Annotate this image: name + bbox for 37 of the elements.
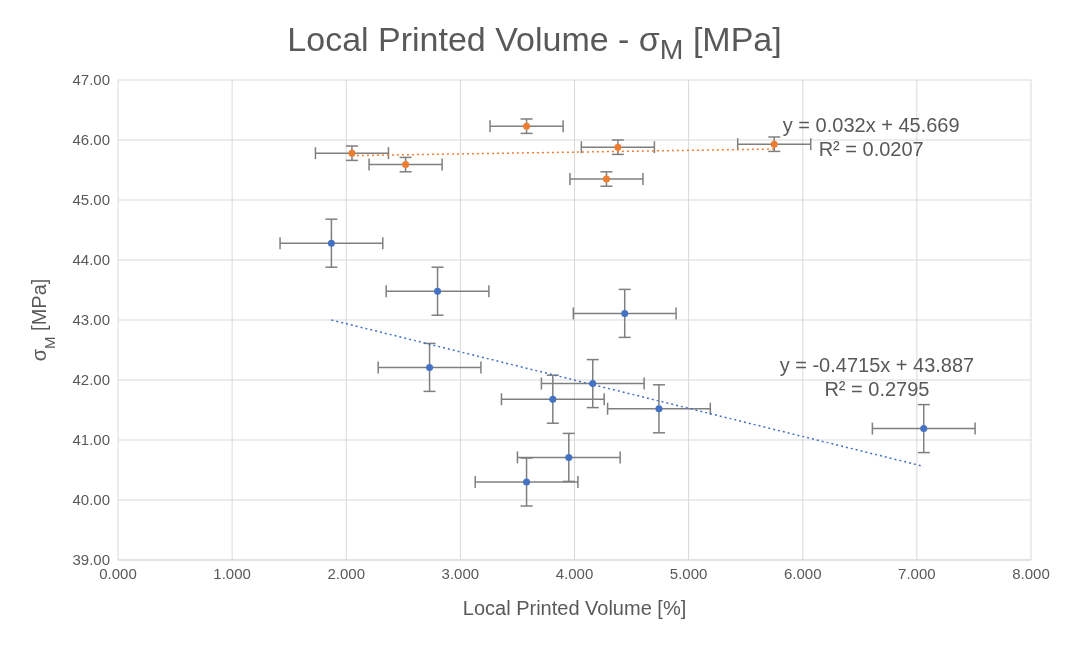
y-tick-label: 42.00 xyxy=(72,371,110,389)
x-tick-label: 2.000 xyxy=(327,564,366,582)
y-tick-label: 40.00 xyxy=(72,491,110,509)
point xyxy=(565,453,573,461)
x-tick-label: 5.000 xyxy=(669,564,708,582)
y-tick-label: 47.00 xyxy=(72,71,110,89)
point xyxy=(426,363,434,371)
point xyxy=(920,425,928,433)
x-tick-label: 4.000 xyxy=(555,564,594,582)
point xyxy=(402,161,410,169)
y-tick-label: 46.00 xyxy=(72,131,110,149)
x-axis-title: Local Printed Volume [%] xyxy=(462,597,687,619)
point xyxy=(655,405,663,413)
x-tick-label: 1.000 xyxy=(213,564,251,582)
chart-title: Local Printed Volume - σ$_{M}$ [MPa] xyxy=(286,19,783,67)
point xyxy=(621,309,629,317)
point xyxy=(523,478,531,486)
y-tick-label: 45.00 xyxy=(72,191,110,209)
point xyxy=(770,140,778,148)
point xyxy=(348,149,356,157)
annotation: R² = 0.2795 xyxy=(824,378,930,401)
point xyxy=(549,395,557,403)
point xyxy=(614,143,622,151)
x-tick-label: 8.000 xyxy=(1012,564,1050,582)
point xyxy=(523,122,531,130)
y-tick-label: 44.00 xyxy=(72,251,110,269)
y-tick-label: 41.00 xyxy=(72,431,110,449)
x-tick-label: 6.000 xyxy=(783,564,822,582)
x-tick-label: 7.000 xyxy=(898,564,936,582)
annotation: R² = 0.0207 xyxy=(818,138,924,161)
point xyxy=(327,239,335,247)
y-tick-label: 43.00 xyxy=(72,311,110,329)
annotation: y = 0.032x + 45.669 xyxy=(782,114,960,137)
x-tick-label: 3.000 xyxy=(441,564,480,582)
point xyxy=(434,287,442,295)
annotation: y = -0.4715x + 43.887 xyxy=(779,354,975,377)
point xyxy=(602,175,610,183)
